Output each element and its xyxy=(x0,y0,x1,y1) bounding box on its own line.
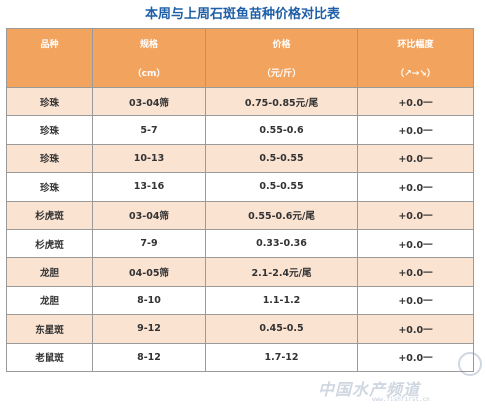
cell-price: 0.75-0.85元/尾 xyxy=(205,86,358,117)
table-row: 东星斑 9-12 0.45-0.5 +0.0一 xyxy=(6,314,474,344)
table-title: 本周与上周石斑鱼苗种价格对比表 xyxy=(144,7,340,22)
cell-change: +0.0一 xyxy=(357,285,474,316)
globe-watermark-icon xyxy=(458,352,482,376)
cell-price: 0.55-0.6元/尾 xyxy=(205,200,358,230)
cell-change: +0.0一 xyxy=(357,342,474,372)
cell-change: +0.0一 xyxy=(357,172,474,202)
cell-variety: 龙胆 xyxy=(6,285,93,316)
table-row: 杉虎斑 7-9 0.33-0.36 +0.0一 xyxy=(6,228,474,259)
cell-spec: 04-05筛 xyxy=(92,257,206,287)
cell-change: +0.0一 xyxy=(357,200,474,230)
table-row: 龙胆 8-10 1.1-1.2 +0.0一 xyxy=(6,285,474,316)
header-variety-unit xyxy=(6,58,93,88)
header-row: 品种 规格 价格 环比幅度 xyxy=(6,28,474,58)
cell-price: 1.1-1.2 xyxy=(205,285,358,316)
price-table: 品种 规格 价格 环比幅度 （cm） （元/斤） （↗→↘） 珍珠 03-04筛… xyxy=(6,28,474,372)
cell-price: 0.33-0.36 xyxy=(205,228,358,259)
cell-price: 0.5-0.55 xyxy=(205,143,358,174)
table-row: 珍珠 03-04筛 0.75-0.85元/尾 +0.0一 xyxy=(6,86,474,117)
cell-variety: 珍珠 xyxy=(6,172,93,202)
header-unit-row: （cm） （元/斤） （↗→↘） xyxy=(6,58,474,88)
cell-spec: 13-16 xyxy=(92,172,206,202)
cell-spec: 5-7 xyxy=(92,115,206,145)
header-change: 环比幅度 xyxy=(357,28,474,58)
cell-spec: 03-04筛 xyxy=(92,200,206,230)
table-row: 杉虎斑 03-04筛 0.55-0.6元/尾 +0.0一 xyxy=(6,200,474,230)
cell-spec: 7-9 xyxy=(92,228,206,259)
cell-price: 1.7-12 xyxy=(205,342,358,372)
table-row: 老鼠斑 8-12 1.7-12 +0.0一 xyxy=(6,342,474,372)
cell-change: +0.0一 xyxy=(357,115,474,145)
cell-variety: 珍珠 xyxy=(6,115,93,145)
table-row: 珍珠 10-13 0.5-0.55 +0.0一 xyxy=(6,143,474,174)
cell-variety: 杉虎斑 xyxy=(6,200,93,230)
table-row: 珍珠 13-16 0.5-0.55 +0.0一 xyxy=(6,172,474,202)
cell-spec: 10-13 xyxy=(92,143,206,174)
table-row: 龙胆 04-05筛 2.1-2.4元/尾 +0.0一 xyxy=(6,257,474,287)
cell-variety: 珍珠 xyxy=(6,143,93,174)
cell-change: +0.0一 xyxy=(357,86,474,117)
cell-spec: 8-10 xyxy=(92,285,206,316)
cell-variety: 珍珠 xyxy=(6,86,93,117)
cell-variety: 杉虎斑 xyxy=(6,228,93,259)
cell-variety: 东星斑 xyxy=(6,314,93,344)
cell-spec: 03-04筛 xyxy=(92,86,206,117)
cell-change: +0.0一 xyxy=(357,228,474,259)
header-price-unit: （元/斤） xyxy=(205,58,358,88)
cell-spec: 9-12 xyxy=(92,314,206,344)
cell-change: +0.0一 xyxy=(357,257,474,287)
cell-price: 0.55-0.6 xyxy=(205,115,358,145)
cell-price: 0.45-0.5 xyxy=(205,314,358,344)
header-price: 价格 xyxy=(205,28,358,58)
cell-variety: 老鼠斑 xyxy=(6,342,93,372)
header-change-unit: （↗→↘） xyxy=(357,58,474,88)
cell-price: 0.5-0.55 xyxy=(205,172,358,202)
header-spec: 规格 xyxy=(92,28,206,58)
cell-spec: 8-12 xyxy=(92,342,206,372)
header-spec-unit: （cm） xyxy=(92,58,206,88)
header-variety: 品种 xyxy=(6,28,93,58)
watermark-text: 中国水产频道 xyxy=(318,380,421,399)
cell-price: 2.1-2.4元/尾 xyxy=(205,257,358,287)
cell-change: +0.0一 xyxy=(357,143,474,174)
cell-variety: 龙胆 xyxy=(6,257,93,287)
cell-change: +0.0一 xyxy=(357,314,474,344)
table-row: 珍珠 5-7 0.55-0.6 +0.0一 xyxy=(6,115,474,145)
watermark-url: www.fishfirst.cn xyxy=(372,396,430,403)
